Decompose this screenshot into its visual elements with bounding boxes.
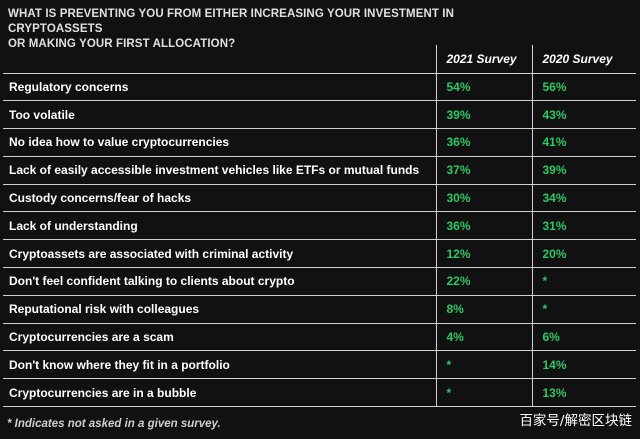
survey-table: 2021 Survey 2020 Survey Regulatory conce… xyxy=(3,45,636,408)
value-2021: 8% xyxy=(435,295,532,324)
row-label: No idea how to value cryptocurrencies xyxy=(3,128,436,157)
row-label: Lack of easily accessible investment veh… xyxy=(3,156,436,185)
table-row: Regulatory concerns 54% 56% xyxy=(3,73,636,102)
value-2020: 34% xyxy=(531,184,636,213)
value-2021: 54% xyxy=(435,73,532,102)
table-row: Cryptocurrencies are in a bubble * 13% xyxy=(3,378,636,408)
value-2020: 56% xyxy=(531,73,636,102)
table-row: Lack of easily accessible investment veh… xyxy=(3,156,636,185)
value-2021: 22% xyxy=(435,267,532,296)
value-2021: 36% xyxy=(435,211,532,241)
value-2021: * xyxy=(435,350,532,380)
row-label: Cryptocurrencies are a scam xyxy=(3,323,436,352)
table-row: Custody concerns/fear of hacks 30% 34% xyxy=(3,184,636,213)
table-row: Reputational risk with colleagues 8% * xyxy=(3,295,636,324)
value-2020: 14% xyxy=(531,350,636,380)
value-2021: 36% xyxy=(435,128,532,157)
value-2021: 12% xyxy=(435,239,532,269)
table-row: Too volatile 39% 43% xyxy=(3,100,636,130)
value-2020: 13% xyxy=(531,378,636,408)
row-label: Regulatory concerns xyxy=(3,73,436,102)
header-row: 2021 Survey 2020 Survey xyxy=(3,45,636,74)
value-2021: 30% xyxy=(435,184,532,213)
footnote: * Indicates not asked in a given survey. xyxy=(7,418,221,430)
watermark: 百家号/解密区块链 xyxy=(519,413,632,429)
row-label: Don't feel confident talking to clients … xyxy=(3,267,436,296)
row-label: Reputational risk with colleagues xyxy=(3,295,436,324)
column-header-2021: 2021 Survey xyxy=(435,45,532,74)
table-row: No idea how to value cryptocurrencies 36%… xyxy=(3,128,636,157)
value-2020: 6% xyxy=(531,323,636,352)
header-blank-cell xyxy=(3,45,436,74)
value-2021: * xyxy=(435,378,532,408)
column-header-2020: 2020 Survey xyxy=(531,45,636,74)
row-label: Cryptocurrencies are in a bubble xyxy=(3,378,436,408)
table-row: Cryptocurrencies are a scam 4% 6% xyxy=(3,323,636,352)
value-2021: 37% xyxy=(435,156,532,185)
value-2020: 31% xyxy=(531,211,636,241)
row-label: Too volatile xyxy=(3,100,436,130)
value-2020: 20% xyxy=(531,239,636,269)
value-2021: 4% xyxy=(435,323,532,352)
table-row: Don't feel confident talking to clients … xyxy=(3,267,636,296)
table-row: Lack of understanding 36% 31% xyxy=(3,211,636,241)
value-2020: 39% xyxy=(531,156,636,185)
row-label: Cryptoassets are associated with crimina… xyxy=(3,239,436,269)
value-2020: 43% xyxy=(531,100,636,130)
value-2020: * xyxy=(531,267,636,296)
chart-title-line-1: WHAT IS PREVENTING YOU FROM EITHER INCRE… xyxy=(8,8,454,35)
value-2021: 39% xyxy=(435,100,532,130)
row-label: Don't know where they fit in a portfolio xyxy=(3,350,436,380)
row-label: Custody concerns/fear of hacks xyxy=(3,184,436,213)
row-label: Lack of understanding xyxy=(3,211,436,241)
table-row: Don't know where they fit in a portfolio… xyxy=(3,350,636,380)
value-2020: * xyxy=(531,295,636,324)
table-row: Cryptoassets are associated with crimina… xyxy=(3,239,636,269)
value-2020: 41% xyxy=(531,128,636,157)
